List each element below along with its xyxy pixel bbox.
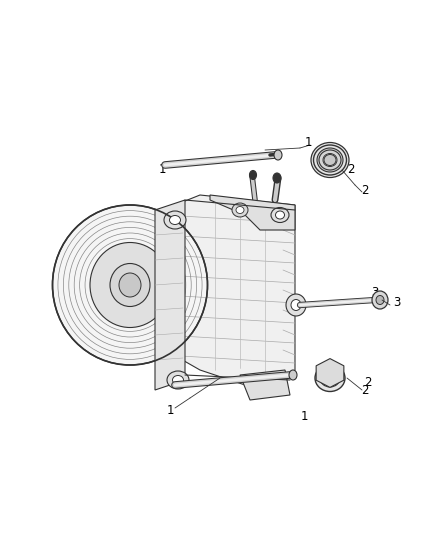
Ellipse shape [372, 291, 388, 309]
Polygon shape [316, 359, 344, 387]
Ellipse shape [376, 295, 384, 304]
Ellipse shape [232, 203, 248, 217]
Ellipse shape [320, 369, 340, 387]
Text: 2: 2 [361, 183, 369, 197]
Ellipse shape [319, 150, 341, 170]
Ellipse shape [119, 273, 141, 297]
Ellipse shape [170, 215, 180, 224]
Ellipse shape [291, 300, 301, 311]
Text: 1: 1 [166, 403, 174, 416]
Ellipse shape [324, 155, 336, 166]
Ellipse shape [315, 365, 345, 392]
Polygon shape [240, 370, 290, 400]
Ellipse shape [273, 173, 281, 183]
Text: 1: 1 [304, 136, 312, 149]
Text: 3: 3 [371, 286, 378, 298]
Text: 2: 2 [361, 384, 369, 397]
Text: 2: 2 [364, 376, 372, 389]
Ellipse shape [53, 205, 208, 365]
Ellipse shape [173, 376, 184, 384]
Ellipse shape [271, 207, 289, 222]
Ellipse shape [325, 373, 336, 383]
Ellipse shape [90, 243, 170, 327]
Polygon shape [155, 200, 185, 390]
Ellipse shape [317, 148, 343, 172]
Ellipse shape [164, 211, 186, 229]
Text: 1: 1 [300, 410, 308, 423]
Polygon shape [210, 195, 295, 230]
Ellipse shape [276, 211, 285, 219]
Ellipse shape [274, 150, 282, 160]
Ellipse shape [250, 171, 257, 180]
Polygon shape [165, 195, 295, 390]
Text: 3: 3 [393, 295, 401, 309]
Ellipse shape [323, 154, 337, 166]
Ellipse shape [311, 142, 349, 177]
Ellipse shape [236, 206, 244, 214]
Ellipse shape [314, 145, 346, 175]
Text: 2: 2 [346, 163, 354, 176]
Ellipse shape [286, 294, 306, 316]
Ellipse shape [289, 370, 297, 380]
Ellipse shape [110, 263, 150, 306]
Ellipse shape [167, 371, 189, 389]
Text: 1: 1 [158, 163, 166, 176]
